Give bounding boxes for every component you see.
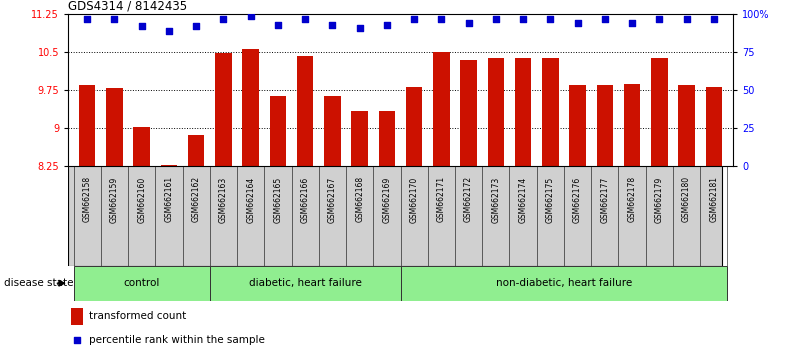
Bar — [352, 110, 368, 166]
Bar — [706, 87, 722, 166]
Text: GSM662158: GSM662158 — [83, 176, 91, 222]
Bar — [71, 308, 83, 325]
Point — [272, 22, 284, 28]
Text: GSM662166: GSM662166 — [300, 176, 310, 223]
Text: GSM662178: GSM662178 — [628, 176, 637, 222]
Bar — [161, 165, 177, 166]
Text: non-diabetic, heart failure: non-diabetic, heart failure — [496, 278, 632, 288]
Text: GSM662174: GSM662174 — [518, 176, 528, 223]
Bar — [215, 53, 231, 166]
Point — [571, 21, 584, 26]
Text: GSM662163: GSM662163 — [219, 176, 228, 223]
Point — [244, 13, 257, 18]
Point — [217, 16, 230, 22]
Point — [190, 23, 203, 29]
Point — [435, 16, 448, 22]
Text: GSM662159: GSM662159 — [110, 176, 119, 223]
Text: GSM662181: GSM662181 — [710, 176, 718, 222]
Bar — [400, 266, 727, 301]
Text: GSM662177: GSM662177 — [601, 176, 610, 223]
Text: GSM662162: GSM662162 — [191, 176, 200, 222]
Point — [598, 16, 611, 22]
Point — [489, 16, 502, 22]
Point — [626, 21, 638, 26]
Bar — [515, 58, 531, 166]
Point — [135, 23, 148, 29]
Text: GSM662173: GSM662173 — [491, 176, 501, 223]
Bar — [624, 84, 640, 166]
Point — [653, 16, 666, 22]
Bar — [406, 87, 422, 166]
Text: GSM662180: GSM662180 — [682, 176, 691, 222]
Bar — [79, 85, 95, 166]
Text: transformed count: transformed count — [90, 312, 187, 321]
Text: diabetic, heart failure: diabetic, heart failure — [248, 278, 361, 288]
Text: GSM662167: GSM662167 — [328, 176, 337, 223]
Point — [680, 16, 693, 22]
Bar — [107, 88, 123, 166]
Point — [517, 16, 529, 22]
Point — [326, 22, 339, 28]
Point — [707, 16, 720, 22]
Text: GSM662175: GSM662175 — [545, 176, 555, 223]
Point — [163, 28, 175, 34]
Text: GSM662169: GSM662169 — [382, 176, 392, 223]
Text: GSM662170: GSM662170 — [409, 176, 419, 223]
Point — [408, 16, 421, 22]
Point — [108, 16, 121, 22]
Point — [544, 16, 557, 22]
Bar — [542, 58, 558, 166]
Bar — [297, 56, 313, 166]
Bar — [597, 85, 613, 166]
Bar — [188, 135, 204, 166]
Bar — [678, 85, 694, 166]
Text: GSM662171: GSM662171 — [437, 176, 446, 222]
Bar — [134, 127, 150, 166]
Bar — [74, 266, 210, 301]
Bar — [461, 60, 477, 166]
Text: percentile rank within the sample: percentile rank within the sample — [90, 335, 265, 346]
Text: GDS4314 / 8142435: GDS4314 / 8142435 — [68, 0, 187, 13]
Text: GSM662160: GSM662160 — [137, 176, 146, 223]
Bar — [243, 48, 259, 166]
Bar — [651, 58, 667, 166]
Text: GSM662168: GSM662168 — [355, 176, 364, 222]
Text: GSM662165: GSM662165 — [273, 176, 283, 223]
Point — [353, 25, 366, 31]
Text: GSM662172: GSM662172 — [464, 176, 473, 222]
Point — [299, 16, 312, 22]
Point — [71, 337, 84, 343]
Bar — [210, 266, 400, 301]
Bar — [433, 52, 449, 166]
Text: GSM662161: GSM662161 — [164, 176, 173, 222]
Bar — [570, 85, 586, 166]
Bar — [324, 96, 340, 166]
Text: GSM662176: GSM662176 — [573, 176, 582, 223]
Text: GSM662164: GSM662164 — [246, 176, 256, 223]
Text: control: control — [123, 278, 160, 288]
Text: GSM662179: GSM662179 — [655, 176, 664, 223]
Bar — [379, 110, 395, 166]
Point — [462, 21, 475, 26]
Point — [380, 22, 393, 28]
Bar — [270, 96, 286, 166]
Point — [81, 16, 94, 22]
Text: disease state: disease state — [4, 278, 74, 288]
Bar — [488, 58, 504, 166]
